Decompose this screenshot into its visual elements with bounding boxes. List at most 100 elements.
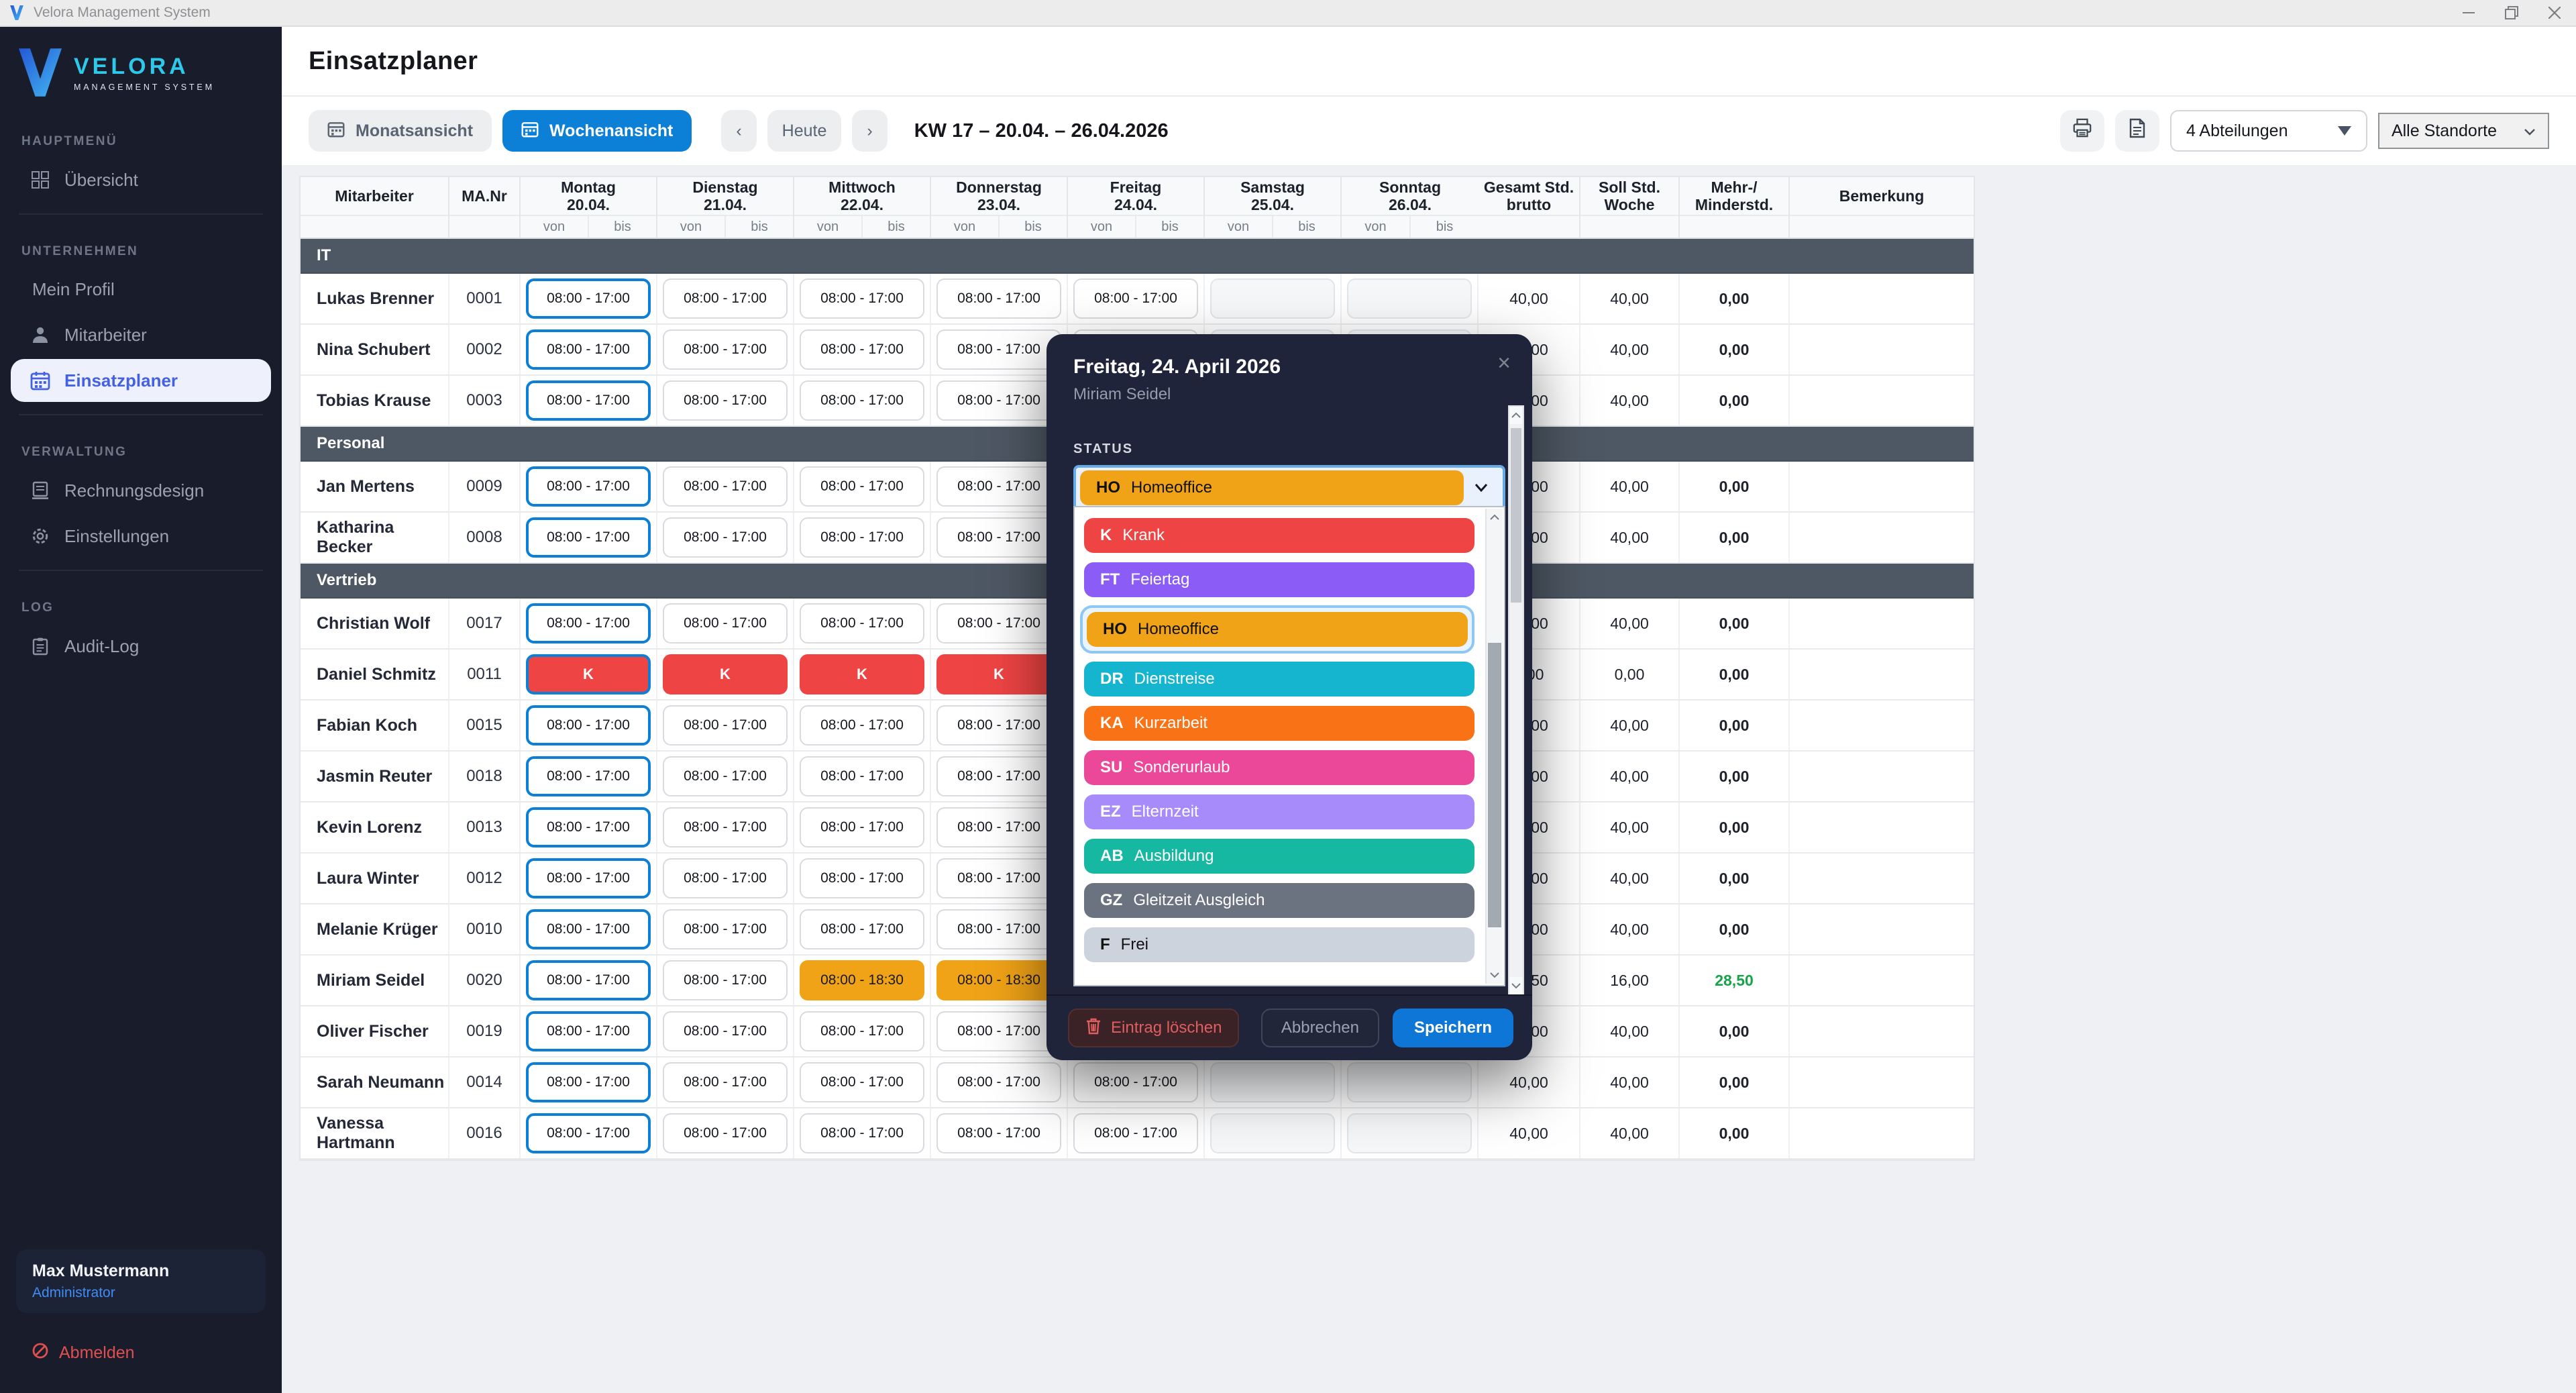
shift-cell[interactable]: 08:00 - 17:00	[800, 466, 924, 507]
shift-cell[interactable]	[1347, 1062, 1472, 1102]
shift-cell[interactable]: 08:00 - 17:00	[800, 603, 924, 643]
sidebar-item-einsatzplaner[interactable]: Einsatzplaner	[11, 359, 271, 402]
shift-cell[interactable]: 08:00 - 17:00	[526, 466, 651, 507]
shift-cell[interactable]: 08:00 - 17:00	[663, 329, 788, 370]
shift-cell[interactable]: 08:00 - 17:00	[936, 517, 1061, 558]
shift-cell[interactable]: 08:00 - 17:00	[526, 329, 651, 370]
options-scrollbar[interactable]	[1485, 509, 1503, 984]
logout-button[interactable]: Abmelden	[32, 1343, 266, 1363]
departments-dropdown[interactable]: 4 Abteilungen	[2169, 110, 2367, 152]
shift-cell[interactable]: 08:00 - 17:00	[526, 807, 651, 847]
delete-entry-button[interactable]: Eintrag löschen	[1068, 1009, 1240, 1047]
shift-cell[interactable]: 08:00 - 17:00	[663, 705, 788, 745]
sidebar-item-mein-profil[interactable]: Mein Profil	[11, 268, 271, 311]
shift-cell[interactable]: 08:00 - 17:00	[936, 909, 1061, 949]
shift-cell[interactable]: 08:00 - 17:00	[936, 807, 1061, 847]
scroll-up-icon[interactable]	[1509, 407, 1523, 424]
status-option[interactable]: SU Sonderurlaub	[1084, 750, 1474, 785]
shift-cell[interactable]: 08:00 - 17:00	[526, 603, 651, 643]
shift-cell[interactable]: 08:00 - 17:00	[526, 909, 651, 949]
status-select[interactable]: HO Homeoffice	[1073, 465, 1505, 511]
shift-cell[interactable]	[1210, 278, 1335, 319]
shift-cell[interactable]: 08:00 - 17:00	[663, 466, 788, 507]
status-option[interactable]: HO Homeoffice	[1087, 612, 1468, 647]
export-button[interactable]	[2114, 110, 2159, 152]
shift-cell[interactable]: K	[663, 654, 788, 694]
status-option[interactable]: AB Ausbildung	[1084, 839, 1474, 874]
shift-cell[interactable]: 08:00 - 17:00	[663, 1113, 788, 1153]
shift-cell[interactable]: 08:00 - 17:00	[936, 1062, 1061, 1102]
shift-cell[interactable]: 08:00 - 17:00	[663, 278, 788, 319]
shift-cell[interactable]: 08:00 - 17:00	[526, 278, 651, 319]
scroll-up-icon[interactable]	[1487, 509, 1503, 526]
shift-cell[interactable]: 08:00 - 17:00	[800, 756, 924, 796]
shift-cell[interactable]: K	[526, 654, 651, 694]
shift-cell[interactable]: 08:00 - 17:00	[526, 756, 651, 796]
cancel-button[interactable]: Abbrechen	[1260, 1009, 1379, 1047]
shift-cell[interactable]	[1347, 278, 1472, 319]
status-option[interactable]: K Krank	[1084, 518, 1474, 553]
shift-cell[interactable]: 08:00 - 17:00	[800, 1113, 924, 1153]
shift-cell[interactable]: 08:00 - 17:00	[936, 380, 1061, 421]
close-icon[interactable]: ×	[1497, 350, 1511, 376]
shift-cell[interactable]: 08:00 - 17:00	[663, 807, 788, 847]
sidebar-item-rechnungsdesign[interactable]: Rechnungsdesign	[11, 469, 271, 512]
shift-cell[interactable]: 08:00 - 17:00	[526, 1113, 651, 1153]
scroll-down-icon[interactable]	[1509, 977, 1523, 994]
sidebar-item-einstellungen[interactable]: Einstellungen	[11, 515, 271, 558]
shift-cell[interactable]: 08:00 - 17:00	[936, 603, 1061, 643]
sidebar-item-uebersicht[interactable]: Übersicht	[11, 158, 271, 201]
shift-cell[interactable]: 08:00 - 17:00	[936, 705, 1061, 745]
shift-cell[interactable]: 08:00 - 17:00	[936, 858, 1061, 898]
minimize-icon[interactable]	[2447, 0, 2490, 25]
shift-cell[interactable]: 08:00 - 18:30	[800, 960, 924, 1000]
sidebar-item-mitarbeiter[interactable]: Mitarbeiter	[11, 313, 271, 356]
shift-cell[interactable]	[1347, 1113, 1472, 1153]
print-button[interactable]	[2059, 110, 2104, 152]
shift-cell[interactable]: 08:00 - 17:00	[526, 1011, 651, 1051]
status-option[interactable]: FT Feiertag	[1084, 562, 1474, 597]
scroll-down-icon[interactable]	[1487, 966, 1503, 984]
shift-cell[interactable]: 08:00 - 17:00	[936, 329, 1061, 370]
shift-cell[interactable]: 08:00 - 17:00	[1073, 1113, 1198, 1153]
shift-cell[interactable]: 08:00 - 17:00	[936, 1113, 1061, 1153]
next-week-button[interactable]: ›	[852, 110, 888, 152]
scrollbar-thumb[interactable]	[1511, 428, 1521, 603]
shift-cell[interactable]: 08:00 - 17:00	[936, 466, 1061, 507]
shift-cell[interactable]: 08:00 - 17:00	[800, 1011, 924, 1051]
shift-cell[interactable]: 08:00 - 17:00	[800, 858, 924, 898]
shift-cell[interactable]: 08:00 - 17:00	[526, 517, 651, 558]
shift-cell[interactable]	[1210, 1062, 1335, 1102]
sidebar-item-audit-log[interactable]: Audit-Log	[11, 625, 271, 668]
shift-cell[interactable]: 08:00 - 17:00	[663, 909, 788, 949]
shift-cell[interactable]: 08:00 - 17:00	[526, 858, 651, 898]
prev-week-button[interactable]: ‹	[721, 110, 757, 152]
status-option[interactable]: KA Kurzarbeit	[1084, 706, 1474, 741]
shift-cell[interactable]: 08:00 - 17:00	[663, 1011, 788, 1051]
save-button[interactable]: Speichern	[1392, 1009, 1513, 1047]
shift-cell[interactable]: 08:00 - 17:00	[800, 380, 924, 421]
shift-cell[interactable]: 08:00 - 17:00	[800, 1062, 924, 1102]
shift-cell[interactable]: 08:00 - 17:00	[663, 380, 788, 421]
shift-cell[interactable]: 08:00 - 17:00	[800, 807, 924, 847]
shift-cell[interactable]: K	[800, 654, 924, 694]
status-option[interactable]: EZ Elternzeit	[1084, 794, 1474, 829]
dialog-scrollbar[interactable]	[1508, 405, 1524, 996]
shift-cell[interactable]: 08:00 - 17:00	[663, 858, 788, 898]
shift-cell[interactable]: 08:00 - 17:00	[1073, 278, 1198, 319]
locations-select[interactable]: Alle Standorte	[2377, 113, 2549, 149]
status-option[interactable]: DR Dienstreise	[1084, 662, 1474, 696]
week-view-button[interactable]: Wochenansicht	[502, 110, 692, 152]
shift-cell[interactable]	[1210, 1113, 1335, 1153]
shift-cell[interactable]: 08:00 - 17:00	[663, 1062, 788, 1102]
shift-cell[interactable]: 08:00 - 17:00	[800, 705, 924, 745]
shift-cell[interactable]: 08:00 - 18:30	[936, 960, 1061, 1000]
shift-cell[interactable]: 08:00 - 17:00	[800, 517, 924, 558]
month-view-button[interactable]: Monatsansicht	[309, 110, 492, 152]
shift-cell[interactable]: 08:00 - 17:00	[663, 960, 788, 1000]
restore-icon[interactable]	[2490, 0, 2533, 25]
close-icon[interactable]	[2533, 0, 2576, 25]
shift-cell[interactable]: 08:00 - 17:00	[1073, 1062, 1198, 1102]
today-button[interactable]: Heute	[767, 110, 842, 152]
shift-cell[interactable]: K	[936, 654, 1061, 694]
